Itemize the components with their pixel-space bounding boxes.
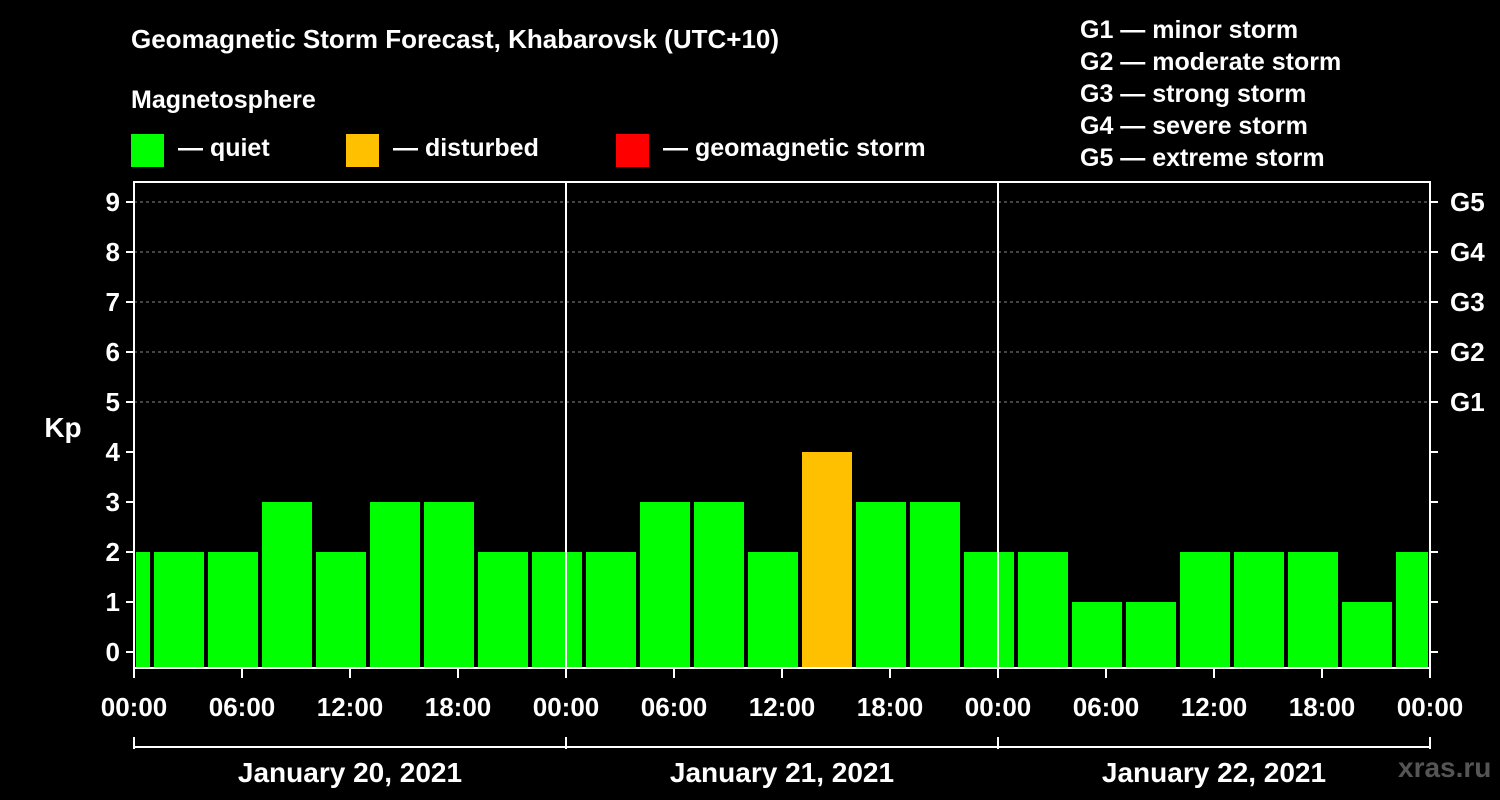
day-label: January 20, 2021 [238,757,462,788]
g-level-item: G4 — severe storm [1080,112,1308,140]
kp-bar [640,502,690,668]
kp-bar [478,552,528,668]
y-tick-label: 9 [106,187,120,217]
x-tick-label: 12:00 [317,692,384,722]
kp-bar [1234,552,1284,668]
g-level-item: G1 — minor storm [1080,16,1299,44]
chart-subtitle: Magnetosphere [131,86,316,114]
x-tick-label: 18:00 [857,692,924,722]
g-level-item: G5 — extreme storm [1080,144,1325,172]
x-tick-label: 00:00 [1397,692,1464,722]
g-level-legend: G1 — minor storm G2 — moderate storm G3 … [1080,14,1341,174]
y-tick-label: 2 [106,537,120,567]
x-tick-label: 06:00 [209,692,276,722]
y-tick-label: 8 [106,237,120,267]
kp-bar [136,552,150,668]
kp-bar [370,502,420,668]
y-tick-label: 6 [106,337,120,367]
kp-bar [694,502,744,668]
watermark: xras.ru [1398,752,1492,783]
x-tick-label: 00:00 [101,692,168,722]
day-label: January 22, 2021 [1102,757,1326,788]
kp-bar [1072,602,1122,668]
x-tick-label: 12:00 [1181,692,1248,722]
kp-bar [1126,602,1176,668]
kp-bar [316,552,366,668]
x-tick-label: 00:00 [533,692,600,722]
g-tick-label: G4 [1450,237,1485,267]
y-axis-label: Kp [44,412,81,443]
kp-bar [910,502,960,668]
kp-bar [748,552,798,668]
g-tick-label: G5 [1450,187,1485,217]
x-tick-label: 12:00 [749,692,816,722]
kp-bar [262,502,312,668]
kp-bar [1180,552,1230,668]
g-tick-label: G1 [1450,387,1485,417]
legend-swatch-storm [616,134,649,167]
kp-bar [1396,552,1428,668]
chart-title: Geomagnetic Storm Forecast, Khabarovsk (… [131,24,780,54]
y-tick-label: 1 [106,587,120,617]
legend-label-storm: — geomagnetic storm [663,134,926,162]
legend-swatch-quiet [131,134,164,167]
x-tick-label: 06:00 [641,692,708,722]
x-tick-label: 18:00 [1289,692,1356,722]
kp-bar [1288,552,1338,668]
y-tick-label: 5 [106,387,120,417]
kp-bar [1018,552,1068,668]
day-label: January 21, 2021 [670,757,894,788]
legend-label-quiet: — quiet [178,134,270,162]
kp-bar [208,552,258,668]
y-tick-label: 7 [106,287,120,317]
kp-bar [154,552,204,668]
x-tick-label: 06:00 [1073,692,1140,722]
kp-bar [802,452,852,668]
g-tick-label: G2 [1450,337,1485,367]
kp-bar [532,552,582,668]
legend-label-disturbed: — disturbed [393,134,539,162]
g-tick-label: G3 [1450,287,1485,317]
kp-bar [424,502,474,668]
legend-swatch-disturbed [346,134,379,167]
y-tick-label: 4 [106,437,121,467]
g-level-item: G3 — strong storm [1080,80,1307,108]
kp-bar [856,502,906,668]
g-level-item: G2 — moderate storm [1080,48,1342,76]
kp-bar [964,552,1014,668]
y-tick-label: 3 [106,487,120,517]
x-tick-label: 00:00 [965,692,1032,722]
x-tick-label: 18:00 [425,692,492,722]
kp-bar [586,552,636,668]
kp-bar [1342,602,1392,668]
y-tick-label: 0 [106,637,120,667]
